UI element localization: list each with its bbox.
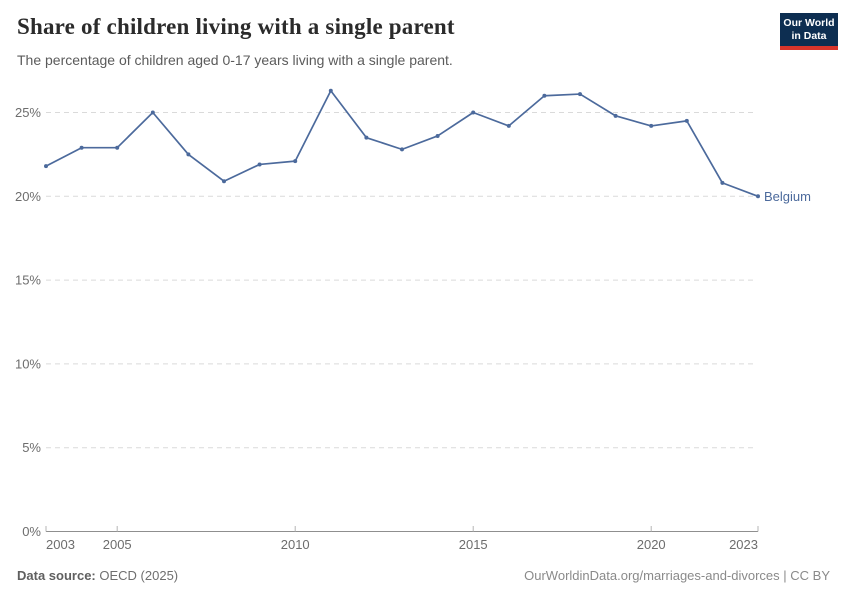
data-point — [79, 145, 84, 150]
page-subtitle: The percentage of children aged 0-17 yea… — [17, 52, 453, 68]
credit-line: OurWorldinData.org/marriages-and-divorce… — [524, 568, 830, 583]
page-title: Share of children living with a single p… — [17, 14, 455, 39]
data-point — [578, 92, 582, 97]
x-tick-label: 2023 — [729, 537, 758, 552]
y-tick-label: 0% — [22, 524, 41, 539]
data-point — [542, 93, 547, 98]
data-point — [400, 147, 404, 152]
data-point — [364, 135, 369, 140]
x-tick-label: 2020 — [637, 537, 666, 552]
owid-logo[interactable]: Our World in Data — [780, 13, 838, 50]
data-point — [649, 123, 654, 128]
data-point — [435, 133, 440, 138]
data-point — [328, 88, 333, 93]
data-source-label: Data source: — [17, 568, 96, 583]
data-point — [222, 179, 226, 184]
data-point — [506, 123, 511, 128]
data-point — [720, 180, 725, 185]
data-point — [115, 145, 120, 150]
entity-label: Belgium — [764, 189, 811, 204]
data-point — [756, 194, 760, 199]
x-tick-label: 2005 — [103, 537, 132, 552]
data-point — [44, 164, 48, 169]
x-tick-label: 2003 — [46, 537, 75, 552]
series-line-belgium — [45, 89, 759, 198]
y-tick-label: 20% — [15, 189, 41, 204]
data-point — [150, 110, 155, 115]
y-tick-label: 25% — [15, 105, 41, 120]
x-tick-label: 2015 — [459, 537, 488, 552]
data-point — [471, 110, 476, 115]
owid-logo-line2: in Data — [791, 29, 827, 42]
data-point — [684, 118, 689, 123]
y-tick-label: 5% — [22, 440, 41, 455]
data-source: Data source: OECD (2025) — [17, 568, 178, 583]
chart-footer: Data source: OECD (2025) OurWorldinData.… — [17, 568, 830, 583]
owid-logo-line1: Our World — [783, 17, 835, 29]
data-point — [613, 113, 618, 118]
data-point — [293, 159, 298, 164]
x-tick-label: 2010 — [281, 537, 310, 552]
data-point — [186, 152, 191, 157]
y-tick-label: 15% — [15, 273, 41, 288]
data-source-value: OECD (2025) — [99, 568, 179, 583]
data-point — [257, 162, 262, 167]
y-tick-label: 10% — [15, 356, 41, 371]
